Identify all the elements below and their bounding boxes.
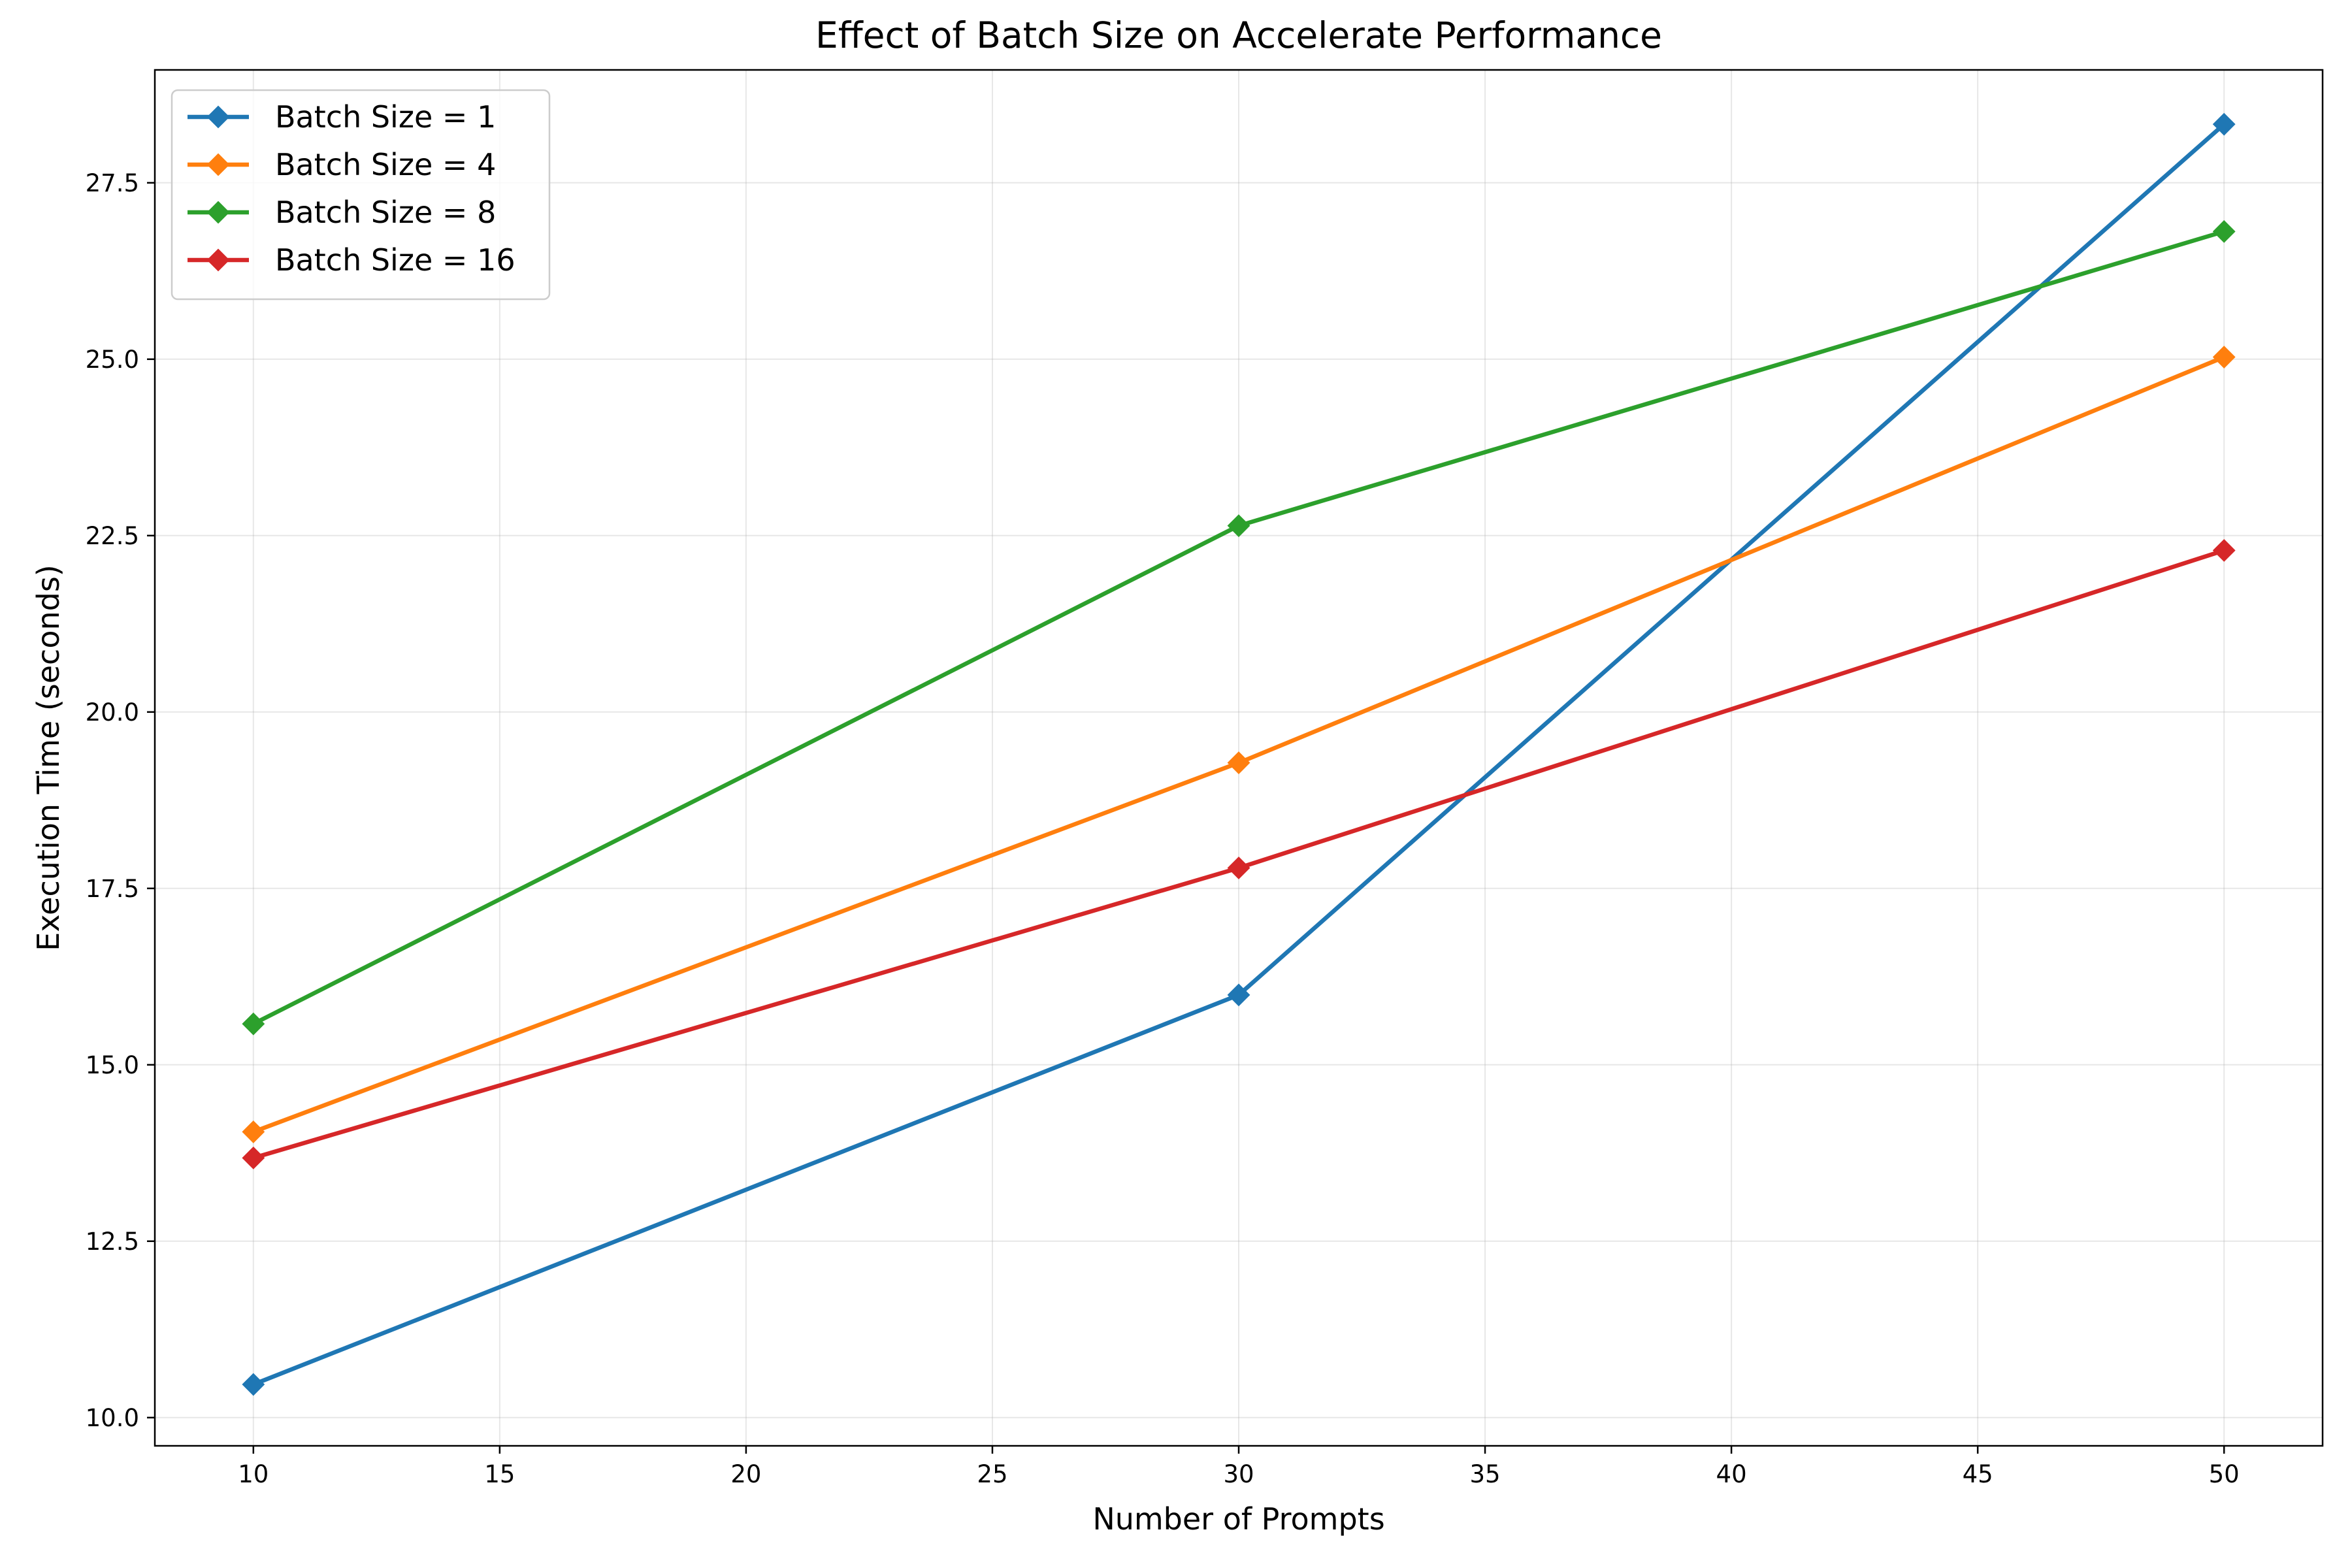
legend-marker <box>206 105 230 129</box>
legend-item: Batch Size = 1 <box>188 99 496 135</box>
y-tick-label: 25.0 <box>86 346 139 374</box>
data-point-marker <box>2212 346 2236 368</box>
x-tick-label: 30 <box>1223 1460 1254 1488</box>
data-point-marker <box>242 1120 265 1143</box>
data-point-marker <box>1227 983 1250 1007</box>
x-tick-label: 45 <box>1963 1460 1993 1488</box>
y-tick-label: 15.0 <box>86 1051 139 1079</box>
x-tick-label: 50 <box>2209 1460 2240 1488</box>
data-point-marker <box>2212 539 2236 562</box>
y-tick-label: 17.5 <box>86 875 139 903</box>
data-point-marker <box>1227 857 1250 879</box>
y-axis-title: Execution Time (seconds) <box>31 564 66 951</box>
x-tick-label: 25 <box>977 1460 1007 1488</box>
y-tick-label: 20.0 <box>86 698 139 727</box>
legend-item: Batch Size = 16 <box>188 242 515 278</box>
x-tick-label: 20 <box>730 1460 761 1488</box>
legend-marker <box>206 248 230 272</box>
legend: Batch Size = 1 Batch Size = 4 Batch Size =… <box>171 89 551 301</box>
data-point-marker <box>2212 112 2236 136</box>
series-3 <box>242 220 2236 1036</box>
x-tick-label: 35 <box>1469 1460 1500 1488</box>
data-point-marker <box>2212 220 2236 243</box>
series-1 <box>242 112 2236 1396</box>
x-tick-label: 10 <box>238 1460 269 1488</box>
series-2 <box>242 346 2236 1143</box>
legend-label: Batch Size = 4 <box>275 147 496 182</box>
y-tick-label: 12.5 <box>86 1228 139 1256</box>
y-tick-label: 10.0 <box>86 1404 139 1432</box>
data-point-marker <box>1227 751 1250 774</box>
x-tick-label: 40 <box>1716 1460 1747 1488</box>
legend-item: Batch Size = 8 <box>188 195 496 230</box>
series-4 <box>242 539 2236 1169</box>
legend-marker <box>206 153 230 176</box>
legend-item: Batch Size = 4 <box>188 147 496 182</box>
series-layer <box>242 112 2236 1396</box>
x-tick-label: 15 <box>484 1460 515 1488</box>
legend-label: Batch Size = 16 <box>275 242 515 278</box>
x-axis-title: Number of Prompts <box>1092 1501 1384 1537</box>
data-point-marker <box>242 1012 265 1036</box>
legend-label: Batch Size = 8 <box>275 195 496 230</box>
legend-label: Batch Size = 1 <box>275 99 496 135</box>
chart-title: Effect of Batch Size on Accelerate Perfo… <box>815 14 1662 56</box>
data-point-marker <box>242 1373 265 1396</box>
y-axis-ticks: 10.0 12.5 15.0 17.5 20.0 22.5 25.0 27.5 <box>86 169 155 1432</box>
legend-marker <box>206 201 230 224</box>
legend-box <box>171 89 551 301</box>
y-tick-label: 27.5 <box>86 169 139 197</box>
data-point-marker <box>1227 514 1250 538</box>
y-tick-label: 22.5 <box>86 522 139 550</box>
x-axis-ticks: 10 15 20 25 30 35 40 45 50 <box>238 1446 2240 1488</box>
data-point-marker <box>242 1146 265 1169</box>
